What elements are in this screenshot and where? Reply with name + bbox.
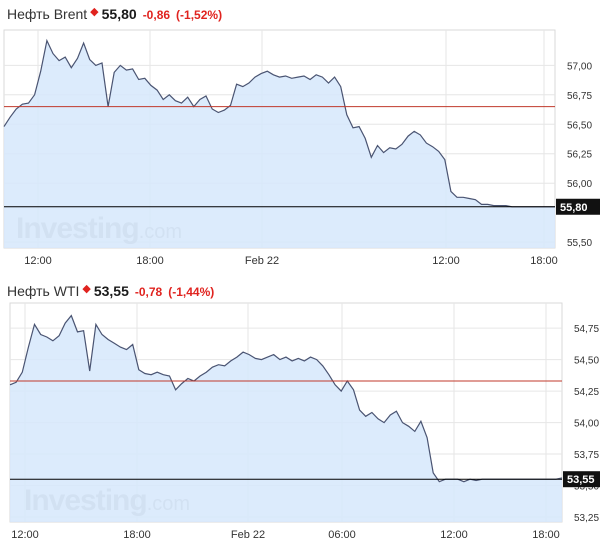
y-tick-label: 57,00 — [567, 61, 592, 72]
y-tick-label: 55,50 — [567, 238, 592, 249]
y-tick-label: 54,00 — [574, 419, 599, 430]
current-price-label: 55,80 — [560, 202, 588, 214]
wti-change: -0,78 — [134, 285, 163, 299]
brent-title: Нефть Brent — [7, 6, 88, 22]
live-indicator-icon: ◆ — [90, 6, 99, 18]
y-tick-label: 53,75 — [574, 450, 599, 461]
brent-change-percent: (-1,52%) — [176, 8, 223, 22]
x-tick-label: 18:00 — [532, 529, 560, 541]
y-tick-label: 53,25 — [574, 513, 599, 524]
wti-chart-panel: Нефть WTI ◆ 53,55 -0,78 (-1,44%) 12:00 18:00 F… — [0, 277, 600, 545]
x-tick-label: Feb 22 — [245, 255, 279, 267]
brent-change: -0,86 — [142, 8, 171, 22]
current-price-label: 53,55 — [567, 474, 595, 486]
y-tick-label: 56,75 — [567, 91, 592, 102]
brent-chart-panel: Нефть Brent ◆ 55,80 -0,86 (-1,52%) 12:00 18:0… — [0, 0, 600, 272]
x-tick-label: Feb 22 — [231, 529, 265, 541]
x-tick-label: 18:00 — [123, 529, 151, 541]
current-price-badge — [556, 198, 600, 215]
x-tick-label: 18:00 — [136, 255, 164, 267]
wti-change-percent: (-1,44%) — [168, 285, 215, 299]
x-tick-label: 06:00 — [328, 529, 356, 541]
x-tick-label: 18:00 — [530, 255, 558, 267]
x-tick-label: 12:00 — [432, 255, 460, 267]
wti-title: Нефть WTI — [7, 283, 80, 299]
live-indicator-icon: ◆ — [82, 283, 91, 295]
brent-header: Нефть Brent ◆ 55,80 -0,86 (-1,52%) — [7, 4, 222, 24]
price-area — [4, 40, 555, 248]
price-area — [10, 315, 562, 522]
current-price-badge — [563, 471, 600, 488]
wti-last-price: 53,55 — [93, 283, 129, 299]
brent-last-price: 55,80 — [101, 6, 137, 22]
brent-price-chart[interactable]: 12:00 18:00 Feb 22 12:00 18:00 57,00 56,75 56,5… — [0, 0, 600, 272]
wti-price-chart[interactable]: 12:00 18:00 Feb 22 06:00 12:00 18:00 54,75 54,5… — [0, 277, 600, 545]
x-tick-label: 12:00 — [24, 255, 52, 267]
y-tick-label: 56,25 — [567, 150, 592, 161]
price-line — [3, 38, 555, 208]
x-tick-label: 12:00 — [11, 529, 39, 541]
y-tick-label: 54,75 — [574, 324, 599, 335]
y-tick-label: 54,50 — [574, 356, 599, 367]
y-tick-label: 56,50 — [567, 120, 592, 131]
x-tick-label: 12:00 — [440, 529, 468, 541]
y-tick-label: 56,00 — [567, 179, 592, 190]
wti-header: Нефть WTI ◆ 53,55 -0,78 (-1,44%) — [7, 281, 214, 301]
y-tick-label: 54,25 — [574, 387, 599, 398]
